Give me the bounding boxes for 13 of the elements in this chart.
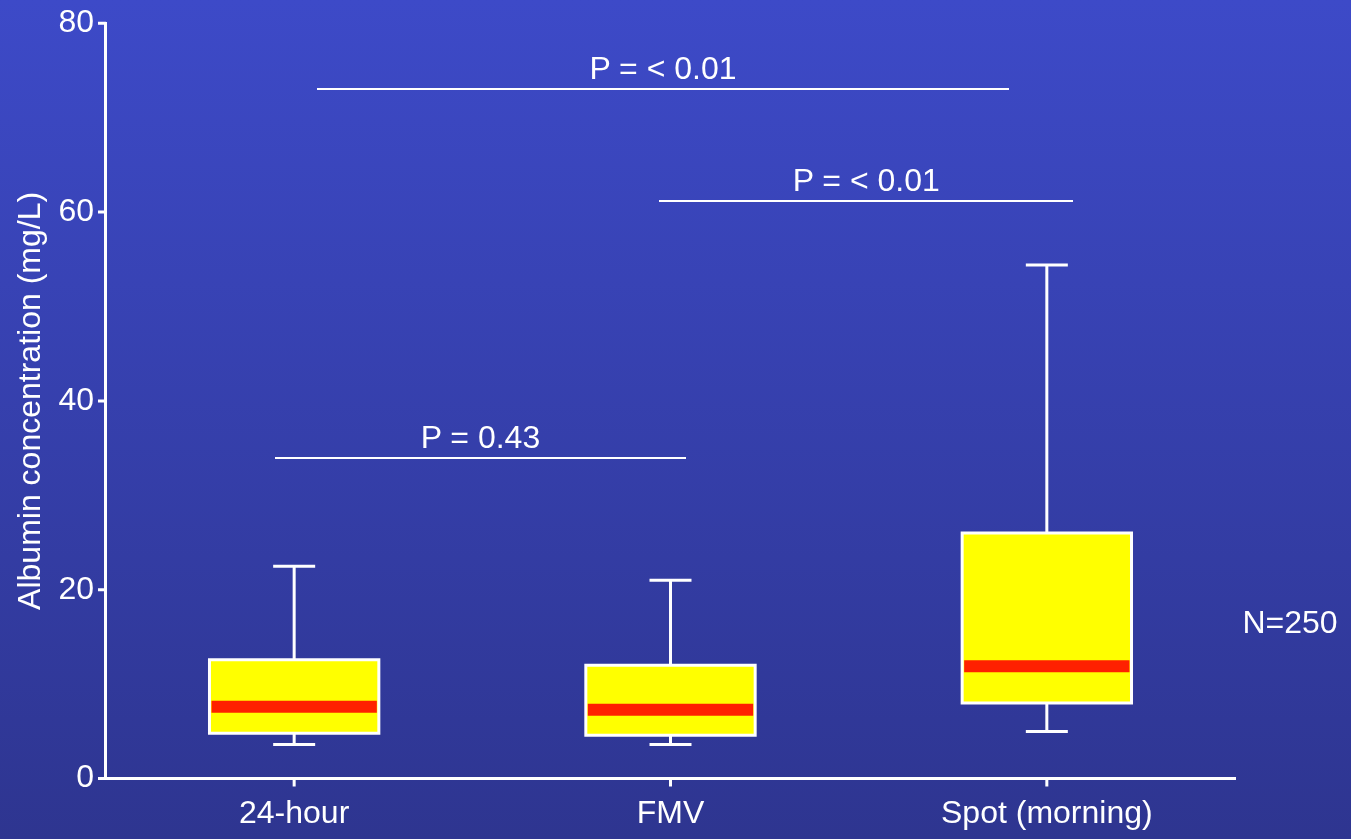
- x-tick-label: 24-hour: [239, 793, 350, 830]
- y-tick-label: 40: [58, 380, 94, 417]
- y-axis-title: Albumin concentration (mg/L): [11, 191, 48, 610]
- text: N=250: [1242, 604, 1338, 641]
- y-tick-label: 0: [76, 758, 94, 795]
- x-tick-label: Spot (morning): [941, 793, 1153, 830]
- y-tick-label: 80: [58, 3, 94, 40]
- annotation: P = < 0.01: [589, 50, 737, 87]
- annotation: P = 0.43: [420, 419, 541, 456]
- y-tick-label: 60: [58, 191, 94, 228]
- y-tick-label: 20: [58, 569, 94, 606]
- x-tick-label: FMV: [636, 793, 705, 830]
- annotation: P = < 0.01: [792, 162, 940, 199]
